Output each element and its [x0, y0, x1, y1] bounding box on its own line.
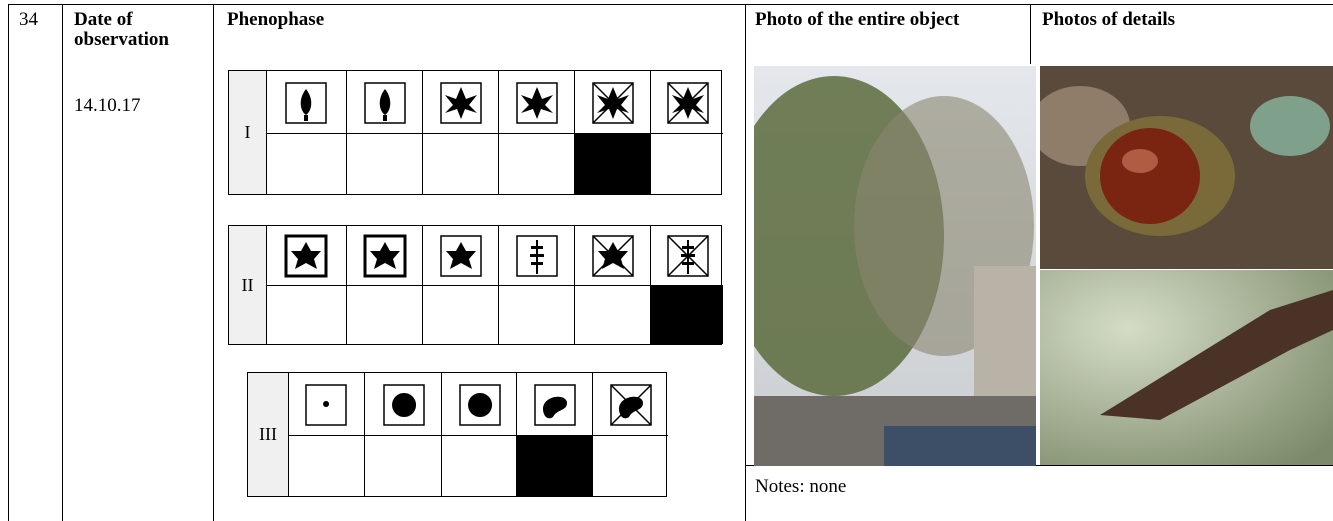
phase-icon: [284, 234, 328, 278]
cell-divider: [347, 285, 422, 286]
phase-icon: [516, 81, 558, 124]
phase-icon: [440, 235, 482, 277]
phenophase-table: III: [247, 372, 668, 497]
phase-icon: [285, 81, 327, 124]
details-header: Photos of details: [1042, 9, 1175, 30]
phase-cell: [650, 226, 723, 344]
phase-icon: [305, 383, 347, 426]
cell-divider: [499, 285, 574, 286]
notes: Notes: none: [755, 476, 847, 497]
table-border: [745, 465, 1333, 466]
phase-icon: [610, 383, 652, 426]
table-border: [1030, 4, 1031, 64]
date-header: Date of observation: [74, 9, 169, 50]
photo-tree: [754, 66, 1036, 466]
cell-divider: [347, 133, 422, 134]
cell-divider: [365, 435, 441, 436]
photo-chestnut: [1040, 66, 1333, 269]
phase-icon: [363, 234, 407, 278]
phase-cell: [592, 373, 668, 496]
table-border: [745, 4, 746, 521]
phase-icon: [440, 81, 482, 124]
filled-cell: [575, 134, 650, 194]
photo-bud: [1040, 270, 1333, 465]
phase-icon: [382, 383, 425, 426]
table-border: [8, 4, 9, 521]
phase-label: I: [229, 71, 267, 194]
filled-cell: [517, 436, 592, 496]
phase-icon: [592, 235, 634, 277]
cell-divider: [423, 133, 498, 134]
phase-cell: [498, 226, 574, 344]
phase-label: II: [229, 226, 267, 344]
cell-divider: [651, 133, 723, 134]
phase-icon: [364, 81, 406, 124]
phase-cell: [422, 226, 498, 344]
phase-icon: [666, 235, 709, 277]
row-number: 34: [19, 9, 38, 30]
phase-cell: [574, 71, 650, 194]
phase-cell: [346, 226, 422, 344]
phase-icon: [534, 383, 576, 426]
phase-icon: [592, 81, 634, 124]
cell-divider: [575, 133, 650, 134]
phase-label: III: [248, 373, 289, 496]
photo-header: Photo of the entire object: [755, 10, 960, 30]
phase-cell: [574, 226, 650, 344]
phase-cell: [364, 373, 441, 496]
phenophase-header: Phenophase: [227, 9, 325, 30]
table-border: [62, 4, 63, 521]
phase-cell: [266, 226, 346, 344]
phase-cell: [346, 71, 422, 194]
phase-cell: [441, 373, 516, 496]
phenophase-table: II: [228, 225, 723, 345]
cell-divider: [575, 285, 650, 286]
phase-icon: [458, 383, 501, 426]
phase-icon: [666, 81, 709, 124]
cell-divider: [517, 435, 592, 436]
date-value: 14.10.17: [74, 95, 141, 116]
phase-cell: [650, 71, 723, 194]
cell-divider: [266, 285, 346, 286]
cell-divider: [499, 133, 574, 134]
cell-divider: [266, 133, 346, 134]
cell-divider: [423, 285, 498, 286]
phase-icon: [516, 235, 558, 277]
phase-cell: [498, 71, 574, 194]
table-border: [213, 4, 214, 521]
table-border: [8, 4, 1333, 5]
phase-cell: [288, 373, 364, 496]
phase-cell: [516, 373, 592, 496]
filled-cell: [651, 286, 723, 344]
phase-cell: [266, 71, 346, 194]
phase-cell: [422, 71, 498, 194]
cell-divider: [651, 285, 723, 286]
cell-divider: [593, 435, 668, 436]
cell-divider: [288, 435, 364, 436]
phenophase-table: I: [228, 70, 723, 195]
cell-divider: [442, 435, 516, 436]
